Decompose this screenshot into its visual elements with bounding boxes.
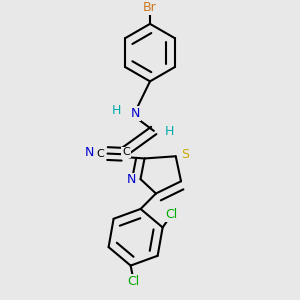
Text: Cl: Cl: [166, 208, 178, 221]
Text: N: N: [131, 107, 140, 120]
Text: C: C: [97, 148, 104, 159]
Text: C: C: [122, 147, 130, 157]
Text: N: N: [85, 146, 94, 159]
Text: N: N: [127, 173, 136, 186]
Text: Br: Br: [143, 2, 157, 14]
Text: H: H: [112, 104, 121, 117]
Text: H: H: [164, 125, 174, 138]
Text: Cl: Cl: [127, 275, 139, 288]
Text: S: S: [181, 148, 189, 161]
